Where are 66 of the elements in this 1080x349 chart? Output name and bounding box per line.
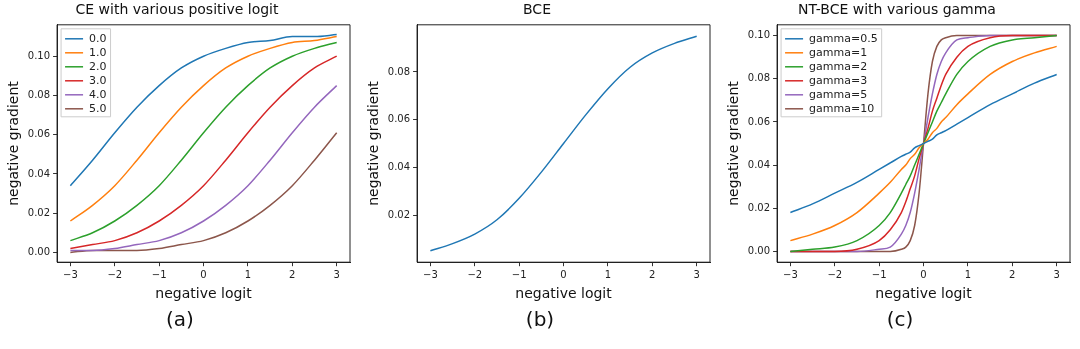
line-series <box>69 84 338 252</box>
line-series <box>429 35 698 252</box>
chart-title: CE with various positive logit <box>75 1 280 18</box>
legend-label: 0.0 <box>89 31 107 45</box>
line-series <box>69 33 338 187</box>
x-tick-label: 2 <box>1009 268 1016 280</box>
y-tick-label: 0.04 <box>387 160 411 172</box>
legend-label: 5.0 <box>89 101 107 115</box>
y-tick-label: 0.08 <box>387 65 411 77</box>
line-series <box>789 73 1058 214</box>
y-axis-title: negative gradient <box>725 80 742 206</box>
x-axis-title: negative logit <box>155 285 253 302</box>
y-tick-label: 0.08 <box>27 89 51 101</box>
y-tick-label: 0.02 <box>387 208 411 220</box>
y-tick-label: 0.02 <box>747 201 771 213</box>
legend-label: 3.0 <box>89 73 107 87</box>
legend-label: 1.0 <box>89 45 107 59</box>
y-axis-title: negative gradient <box>5 80 22 206</box>
y-tick-label: 0.00 <box>27 245 51 257</box>
x-tick-label: 1 <box>604 268 612 280</box>
y-tick-label: 0.02 <box>27 206 51 218</box>
y-tick-label: 0.06 <box>747 115 771 127</box>
chart-title: NT-BCE with various gamma <box>798 1 996 18</box>
x-tick-label: 2 <box>289 268 296 280</box>
legend-label: gamma=5 <box>809 87 868 101</box>
y-axis-title: negative gradient <box>365 80 382 206</box>
x-tick-label: −1 <box>871 268 887 280</box>
x-tick-label: −3 <box>63 268 78 280</box>
x-tick-label: −3 <box>783 268 798 280</box>
x-tick-label: −2 <box>107 268 123 280</box>
x-tick-label: −1 <box>511 268 527 280</box>
x-tick-label: −3 <box>423 268 438 280</box>
y-tick-label: 0.06 <box>27 128 51 140</box>
x-tick-label: 0 <box>200 268 207 280</box>
x-tick-label: −2 <box>827 268 843 280</box>
y-tick-label: 0.08 <box>747 72 771 84</box>
y-tick-label: 0.04 <box>27 167 51 179</box>
x-tick-label: 3 <box>693 268 700 280</box>
text: (b) <box>525 307 555 331</box>
legend-label: gamma=0.5 <box>809 31 878 45</box>
legend-label: gamma=1 <box>809 45 868 59</box>
x-tick-label: 3 <box>1053 268 1060 280</box>
legend-label: gamma=2 <box>809 59 868 73</box>
x-tick-label: 1 <box>244 268 252 280</box>
text: (a) <box>166 307 194 331</box>
x-axis-title: negative logit <box>875 285 973 302</box>
legend-label: 4.0 <box>89 87 107 101</box>
text: (c) <box>886 307 914 331</box>
line-series <box>69 131 338 254</box>
x-tick-label: −1 <box>151 268 167 280</box>
x-tick-label: 0 <box>560 268 567 280</box>
y-tick-label: 0.10 <box>27 49 51 61</box>
y-tick-label: 0.04 <box>747 158 771 170</box>
x-tick-label: 2 <box>649 268 656 280</box>
x-tick-label: 0 <box>920 268 927 280</box>
legend-label: gamma=3 <box>809 73 868 87</box>
y-tick-label: 0.00 <box>747 245 771 256</box>
x-tick-label: 3 <box>333 268 340 280</box>
y-tick-label: 0.06 <box>387 113 411 125</box>
y-tick-label: 0.10 <box>747 29 771 41</box>
x-tick-label: −2 <box>467 268 483 280</box>
legend-label: gamma=10 <box>809 101 875 115</box>
chart-title: BCE <box>523 1 551 18</box>
x-tick-label: 1 <box>964 268 972 280</box>
x-axis-title: negative logit <box>515 285 613 302</box>
legend-label: 2.0 <box>89 59 107 73</box>
